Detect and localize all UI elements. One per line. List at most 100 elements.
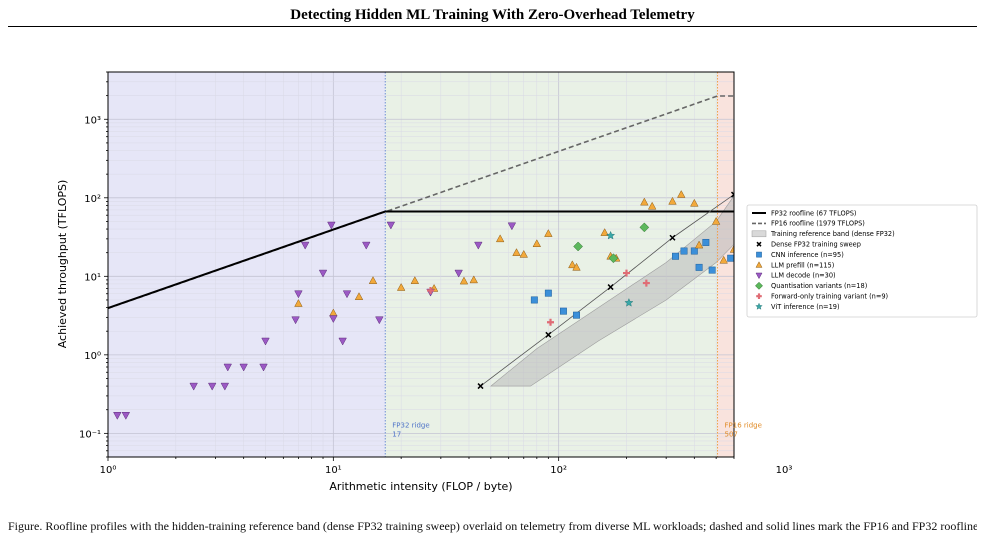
vit-point [606, 230, 616, 240]
llm-decode-point [223, 363, 232, 372]
llm-prefill-point [694, 240, 704, 249]
cnn-point [727, 254, 734, 262]
cnn-point [737, 259, 743, 265]
legend-sweep-swatch [756, 241, 762, 247]
figure-caption: Figure. Roofline profiles with the hidde… [8, 519, 977, 533]
llm-decode-point [342, 290, 352, 299]
quantisation-point [573, 241, 583, 252]
fp32-ridge-value: 17 [392, 430, 401, 438]
cnn-point [573, 311, 580, 319]
quantisation-point [608, 253, 619, 264]
llm-decode-point [362, 241, 371, 250]
llm-prefill-point [544, 229, 553, 237]
llm-decode-point [207, 382, 217, 391]
llm-prefill-point [719, 255, 728, 264]
legend: FP32 roofline (67 TFLOPS) FP16 roofline (… [746, 204, 978, 318]
quantisation-point [911, 184, 920, 193]
llm-prefill-point [459, 276, 469, 285]
forward-only-point [427, 286, 435, 294]
llm-prefill-point [519, 249, 528, 258]
legend-label: LLM prefill (n=115) [771, 261, 834, 269]
llm-decode-point [220, 382, 230, 391]
plot-frame [107, 71, 735, 458]
legend-llm-decode-swatch [755, 272, 763, 280]
forward-only-point [925, 184, 932, 191]
llm-decode-point [239, 363, 248, 372]
llm-prefill-point [572, 262, 581, 271]
legend-label: Dense FP32 training sweep [771, 241, 861, 249]
llm-prefill-point [952, 179, 960, 186]
quantisation-point [639, 222, 650, 233]
cnn-point [544, 289, 552, 297]
fp16-roofline [108, 95, 734, 310]
training-sweep-point [821, 153, 826, 158]
llm-decode-point [474, 241, 483, 250]
vit-point [624, 298, 634, 307]
legend-forward-only-swatch [756, 293, 762, 299]
llm-prefill-point [495, 234, 505, 243]
cnn-point [559, 307, 567, 315]
llm-decode-point [291, 316, 300, 325]
y-tick-label: 10³ [84, 115, 101, 126]
llm-prefill-point [354, 292, 364, 300]
llm-decode-point [454, 269, 463, 278]
legend-label: FP16 roofline (1979 TFLOPS) [771, 220, 865, 228]
llm-prefill-point [396, 282, 406, 291]
llm-prefill-point [729, 244, 734, 253]
legend-frame [746, 204, 978, 318]
llm-prefill-point [690, 198, 699, 207]
llm-decode-point [189, 382, 198, 391]
training-sweep-point [781, 165, 786, 170]
llm-decode-point [375, 316, 384, 325]
legend-label: Quantisation variants (n=18) [771, 282, 867, 290]
y-tick-label: 10¹ [84, 272, 101, 283]
legend-llm-prefill-swatch [755, 261, 763, 268]
llm-prefill-point [512, 248, 521, 256]
cnn-point [695, 263, 703, 271]
llm-prefill-point [806, 180, 814, 187]
legend-band-swatch [751, 230, 767, 238]
x-axis-label: Arithmetic intensity (FLOP / byte) [329, 480, 512, 493]
fp16-region [717, 72, 734, 457]
training-sweep-point [730, 191, 734, 198]
llm-decode-point [259, 363, 268, 372]
llm-prefill-point [294, 299, 303, 307]
training-sweep-point [545, 331, 552, 338]
fp32-roofline [108, 210, 734, 310]
llm-prefill-point [677, 190, 686, 198]
llm-prefill-point [469, 275, 478, 284]
llm-decode-point [338, 337, 347, 346]
legend-cnn-swatch [756, 251, 762, 258]
training-reference-band [489, 195, 734, 387]
llm-decode-point [300, 241, 310, 250]
forward-only-point [642, 279, 650, 287]
cnn-point [680, 247, 688, 255]
llm-prefill-point [938, 188, 946, 195]
llm-decode-point [507, 222, 517, 231]
llm-decode-point [386, 221, 396, 230]
fp16-ridge-label: FP16 ridge [725, 421, 762, 429]
llm-prefill-point [600, 228, 609, 236]
llm-prefill-point [568, 260, 577, 269]
llm-decode-point [329, 315, 338, 324]
training-sweep-point [477, 383, 484, 390]
y-axis-label: Achieved throughput (TFLOPS) [56, 180, 69, 349]
cnn-point [530, 296, 538, 304]
x-tick-label: 10⁰ [100, 465, 117, 476]
vit-point [947, 162, 955, 170]
legend-label: ViT inference (n=19) [771, 303, 840, 311]
vit-point [941, 157, 949, 165]
legend-label: Forward-only training variant (n=9) [771, 293, 888, 301]
header-rule [8, 26, 977, 27]
llm-prefill-point [711, 216, 721, 225]
llm-prefill-point [738, 249, 746, 256]
cnn-point [672, 252, 679, 260]
legend-label: FP32 roofline (67 TFLOPS) [771, 209, 856, 217]
llm-decode-point [113, 412, 122, 420]
y-tick-label: 10⁰ [84, 351, 101, 362]
vit-point [813, 164, 821, 172]
y-tick-label: 10⁻¹ [79, 429, 101, 440]
llm-prefill-point [368, 276, 378, 284]
training-sweep-point [607, 284, 614, 291]
